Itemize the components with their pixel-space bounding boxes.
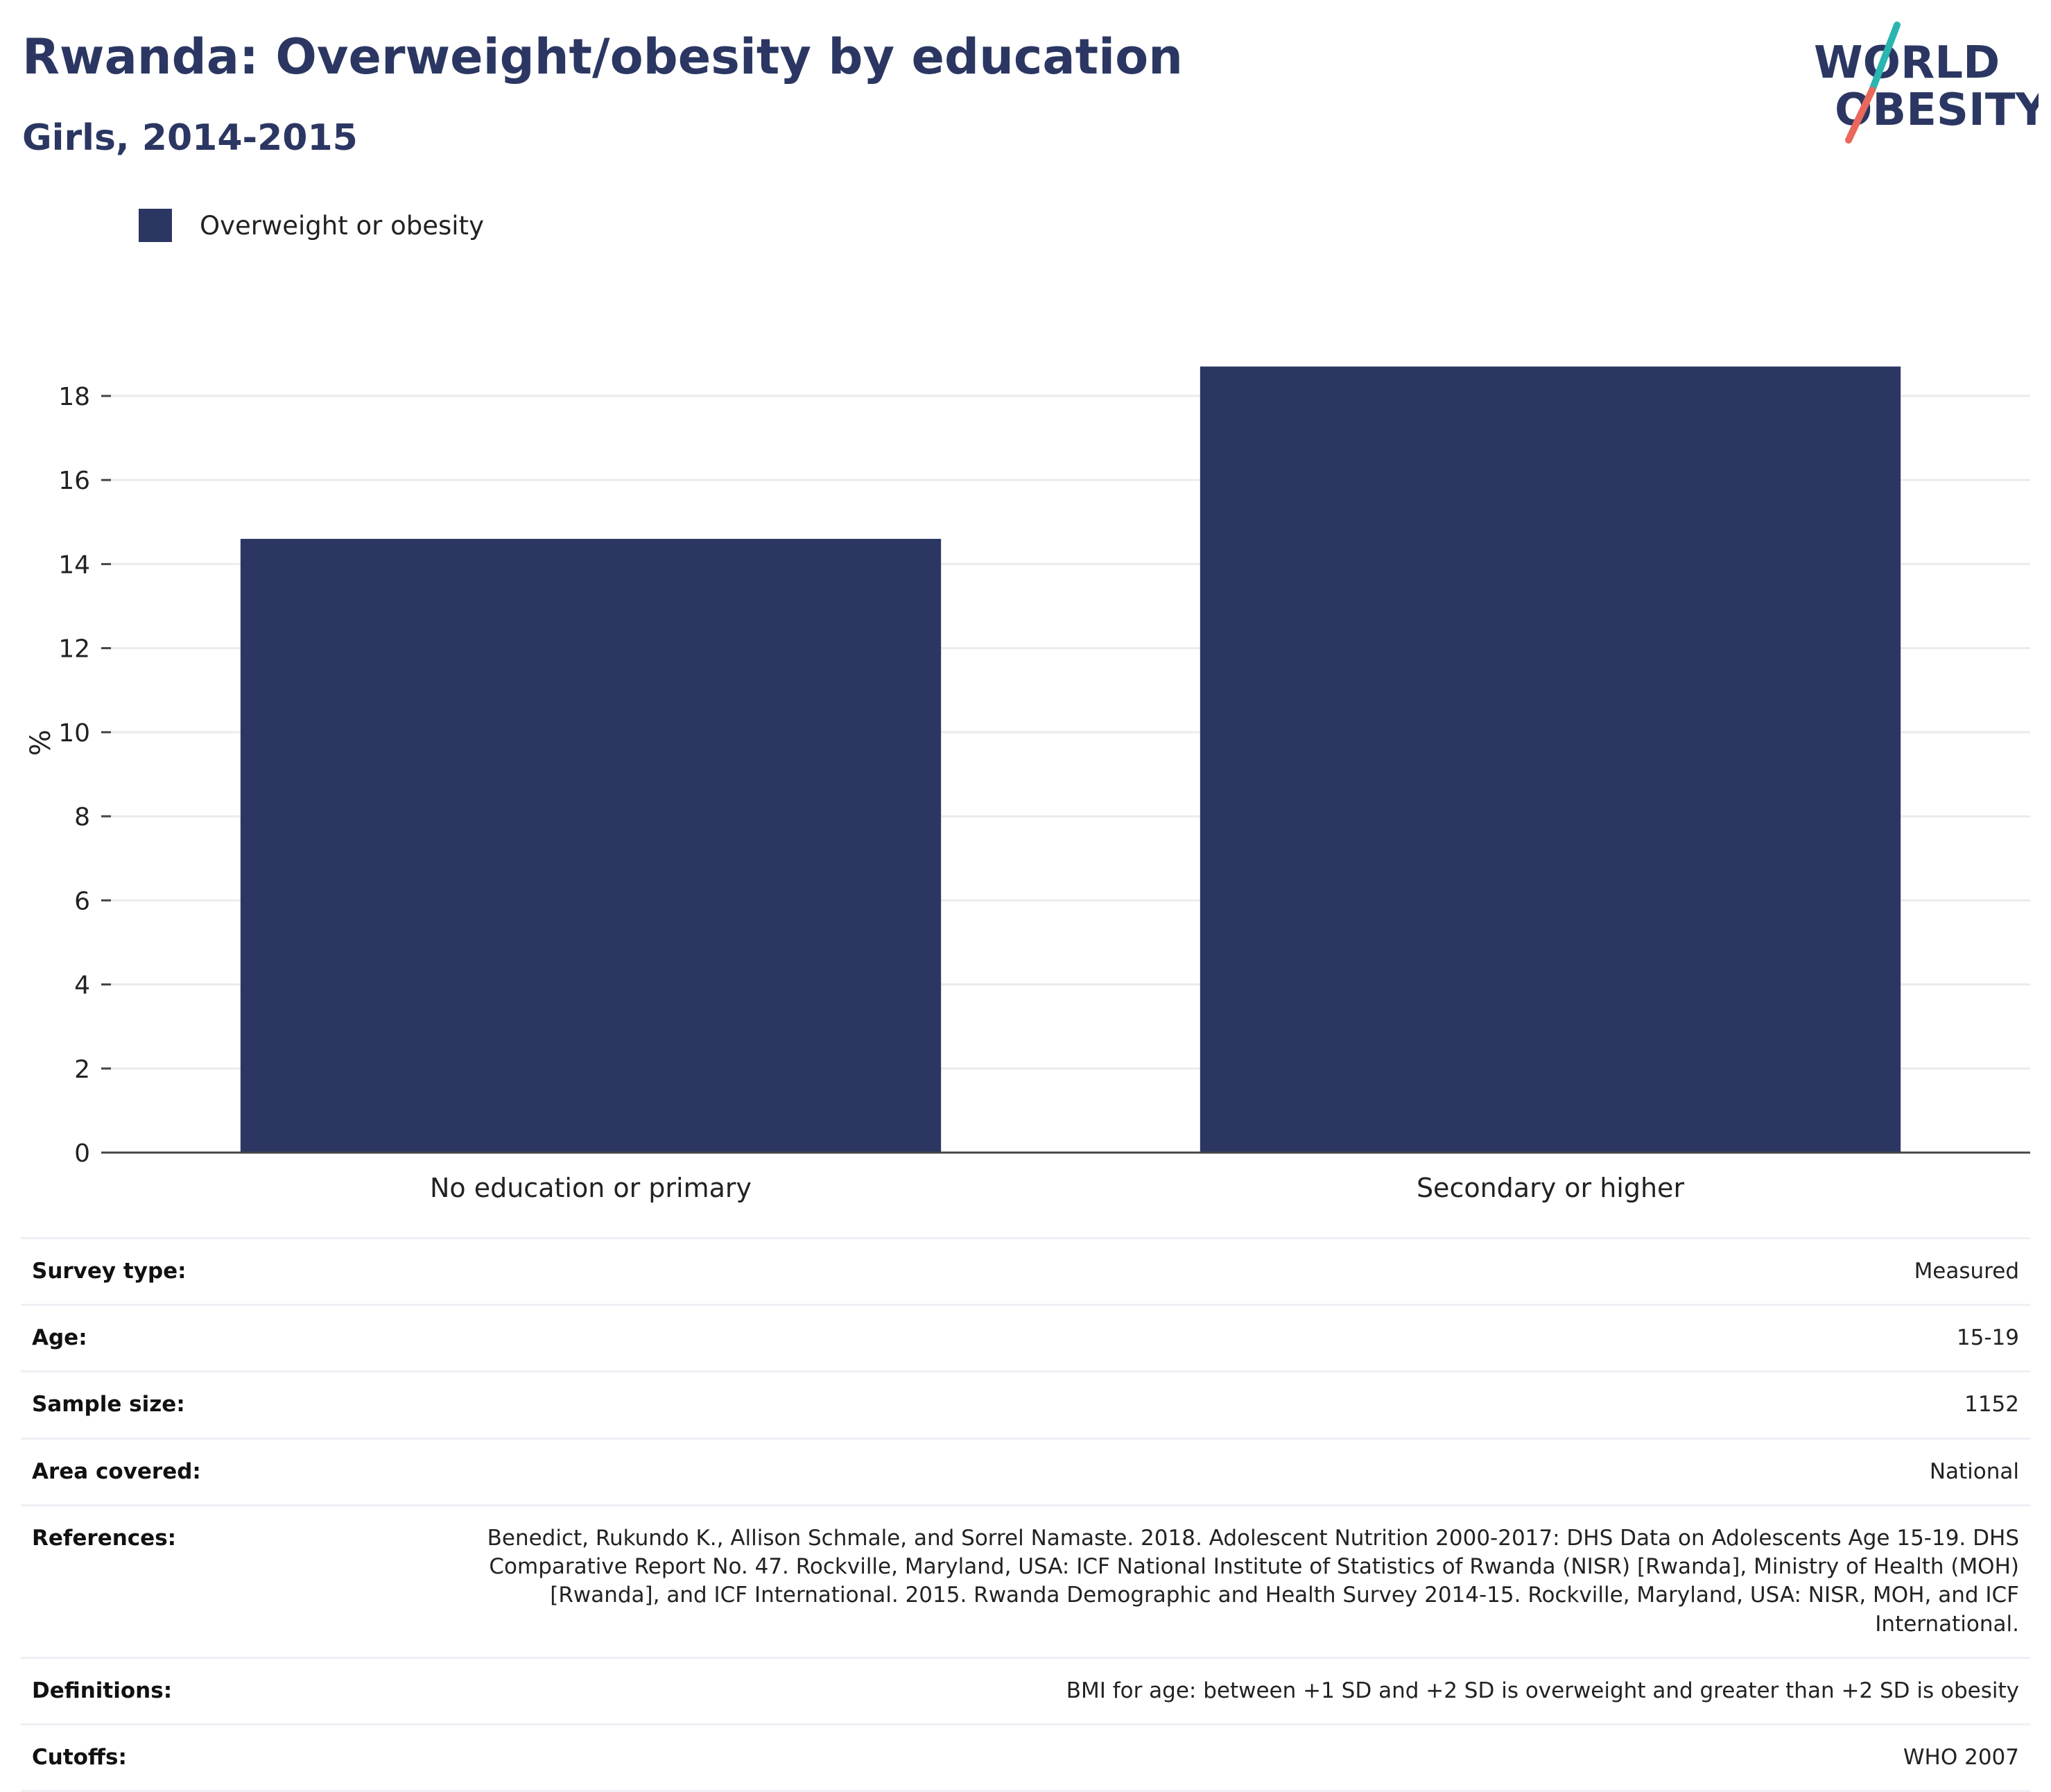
y-tick-label: 16 [58,467,90,495]
metadata-label: Survey type: [32,1259,187,1284]
logo-graphic: WORLD OBESITY [1814,21,2048,144]
logo-line-1: WORLD [1814,37,2000,89]
metadata-row: Definitions: BMI for age: between +1 SD a… [21,1657,2030,1724]
y-axis-label: % [25,730,57,756]
metadata-value: WHO 2007 [1903,1744,2019,1770]
metadata-value: 1152 [1964,1392,2019,1418]
metadata-label: Cutoffs: [32,1744,127,1770]
y-tick-label: 8 [74,803,90,832]
metadata-value: 15-19 [1956,1325,2019,1351]
metadata-row: Cutoffs: WHO 2007 [21,1724,2030,1791]
metadata-label: Area covered: [32,1458,201,1484]
legend[interactable]: Overweight or obesity [139,207,484,244]
logo-slash-coral [1845,87,1876,144]
y-tick-label: 6 [74,887,90,915]
metadata-row: Sample size: 1152 [21,1371,2030,1438]
metadata-row: Age: 15-19 [21,1304,2030,1372]
y-tick-label: 14 [58,551,90,579]
y-tick-label: 12 [58,635,90,664]
chart-subtitle: Girls, 2014-2015 [22,117,358,159]
y-tick-label: 0 [74,1139,90,1168]
metadata-value: National [1929,1458,2019,1484]
metadata-label: References: [32,1525,177,1551]
legend-label: Overweight or obesity [200,210,484,241]
legend-swatch [139,209,172,242]
metadata-row: Area covered: National [21,1438,2030,1505]
world-obesity-logo[interactable]: WORLD OBESITY [1803,21,2048,146]
metadata-row: References: Benedict, Rukundo K., Allison… [21,1505,2030,1657]
y-tick-label: 18 [58,383,90,411]
metadata-row: Survey type: Measured [21,1238,2030,1305]
chart-title: Rwanda: Overweight/obesity by education [22,28,1184,85]
metadata-table: Survey type: Measured Age: 15-19 Sample size… [21,1237,2030,1792]
y-tick-label: 10 [58,719,90,748]
y-tick-label: 2 [74,1056,90,1084]
bar[interactable] [1200,366,1901,1153]
metadata-value: Measured [1914,1259,2019,1284]
bar[interactable] [240,539,942,1153]
x-tick-label: No education or primary [430,1173,752,1203]
bar-chart: 0 2 4 6 8 10 12 14 16 18% No education or primary S… [25,366,2030,1203]
metadata-value: Benedict, Rukundo K., Allison Schmale, a… [487,1525,2019,1637]
x-tick-label: Secondary or higher [1417,1173,1685,1203]
metadata-label: Definitions: [32,1678,173,1703]
y-tick-label: 4 [74,972,90,1000]
metadata-value: BMI for age: between +1 SD and +2 SD is … [1066,1678,2019,1703]
metadata-label: Sample size: [32,1392,185,1418]
metadata-label: Age: [32,1325,87,1351]
logo-slash-teal [1869,21,1901,94]
